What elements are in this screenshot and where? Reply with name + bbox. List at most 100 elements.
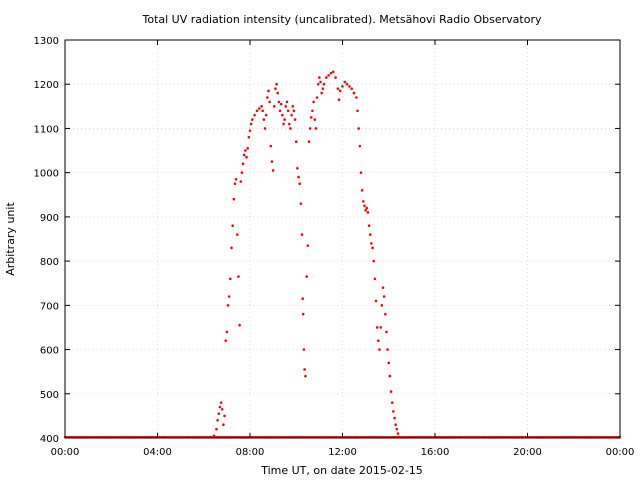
data-point xyxy=(374,299,378,303)
data-point xyxy=(359,171,363,174)
data-point xyxy=(281,113,284,117)
data-point xyxy=(251,118,254,121)
data-point xyxy=(297,175,300,179)
data-point xyxy=(291,105,295,108)
data-point xyxy=(261,109,265,113)
data-point xyxy=(215,427,218,431)
data-point xyxy=(392,410,395,413)
data-point xyxy=(345,82,349,86)
data-point xyxy=(270,160,274,163)
data-point xyxy=(331,70,335,74)
data-point xyxy=(321,87,325,90)
data-point xyxy=(320,91,323,95)
data-point xyxy=(277,100,281,104)
data-point xyxy=(307,140,311,144)
data-point xyxy=(348,85,351,88)
data-point xyxy=(232,197,236,201)
y-tick-label: 1200 xyxy=(34,80,59,91)
data-point xyxy=(303,368,306,371)
data-point xyxy=(279,102,283,106)
data-point xyxy=(284,105,288,108)
data-point xyxy=(389,390,393,393)
data-point xyxy=(373,277,377,281)
data-point xyxy=(244,149,247,152)
data-point xyxy=(386,348,389,351)
data-point xyxy=(352,91,356,95)
data-point xyxy=(263,127,267,130)
data-point xyxy=(314,127,318,130)
data-point xyxy=(334,76,337,79)
data-point xyxy=(338,89,342,93)
data-point xyxy=(371,246,374,250)
x-tick-label: 16:00 xyxy=(421,447,450,458)
data-point xyxy=(377,339,380,343)
data-point xyxy=(393,416,396,420)
data-point xyxy=(325,76,328,79)
data-point xyxy=(381,286,385,289)
data-point xyxy=(235,233,239,236)
data-point xyxy=(336,87,340,90)
data-point xyxy=(289,127,292,130)
data-point xyxy=(248,129,252,132)
data-point xyxy=(370,242,373,245)
data-point xyxy=(283,118,286,121)
data-point xyxy=(388,374,392,378)
x-tick-label: 04:00 xyxy=(143,447,172,458)
data-point xyxy=(238,323,241,327)
data-point xyxy=(357,127,360,130)
data-point xyxy=(285,100,289,104)
data-point xyxy=(301,312,305,316)
data-point xyxy=(362,200,365,203)
data-point xyxy=(312,100,315,104)
data-point xyxy=(367,224,371,228)
data-point xyxy=(216,419,219,422)
data-point xyxy=(383,312,387,316)
data-point xyxy=(267,89,270,93)
data-point xyxy=(322,82,326,86)
data-point xyxy=(222,423,225,427)
data-point xyxy=(365,206,369,210)
data-point xyxy=(356,109,359,113)
data-point xyxy=(309,116,313,119)
data-point xyxy=(327,74,330,77)
data-point xyxy=(343,80,347,84)
data-point xyxy=(395,427,399,431)
data-point xyxy=(269,144,273,148)
data-point xyxy=(242,153,246,157)
data-point xyxy=(294,140,298,144)
data-point xyxy=(218,405,222,409)
data-point xyxy=(311,109,314,113)
data-point xyxy=(299,202,303,205)
data-point xyxy=(260,105,263,108)
ticks-layer xyxy=(64,39,621,439)
data-point xyxy=(233,182,237,186)
data-point xyxy=(255,109,259,113)
data-point xyxy=(266,96,269,99)
data-point xyxy=(257,107,261,110)
x-tick-label: 12:00 xyxy=(328,447,357,458)
data-point xyxy=(286,109,290,113)
data-point xyxy=(382,295,386,298)
data-point xyxy=(366,211,370,214)
data-point xyxy=(329,71,333,75)
chart-title: Total UV radiation intensity (uncalibrat… xyxy=(142,13,542,26)
data-point xyxy=(315,96,319,99)
data-point xyxy=(253,113,256,117)
data-point xyxy=(305,275,308,278)
data-point xyxy=(240,171,244,174)
data-point xyxy=(276,91,280,95)
data-point xyxy=(247,135,251,139)
y-tick-label: 400 xyxy=(40,434,59,445)
data-point xyxy=(288,122,291,126)
y-tick-label: 1100 xyxy=(34,124,59,135)
data-point xyxy=(380,304,384,307)
data-point xyxy=(390,401,394,404)
data-point xyxy=(274,87,277,90)
data-point xyxy=(372,259,376,263)
data-point xyxy=(316,82,320,86)
data-point xyxy=(275,82,278,86)
y-tick-label: 600 xyxy=(40,346,59,357)
data-point xyxy=(237,275,240,278)
data-point xyxy=(282,122,285,126)
